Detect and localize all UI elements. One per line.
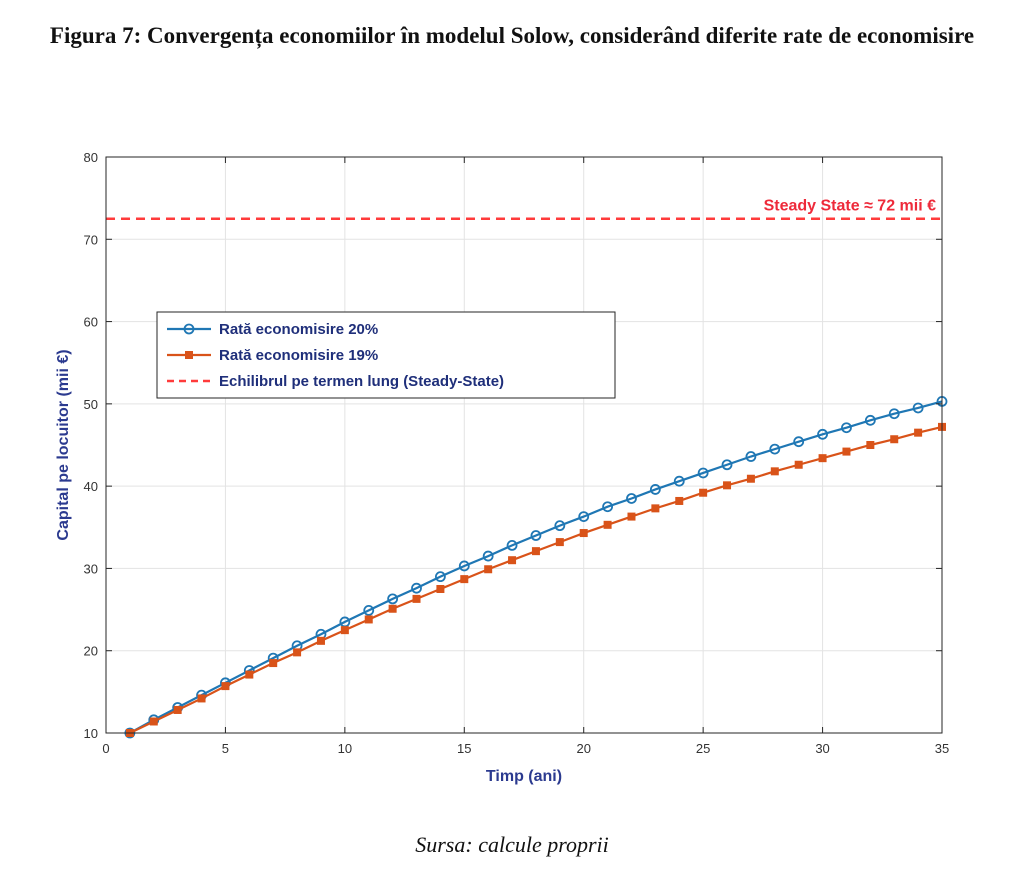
data-point-20pct (482, 550, 494, 562)
data-point-19pct (293, 648, 302, 657)
data-point-19pct (746, 474, 755, 483)
data-point-19pct (818, 454, 827, 463)
data-point-20pct (411, 582, 422, 594)
data-point-20pct (363, 604, 375, 616)
x-tick-label: 5 (222, 741, 229, 756)
data-point-19pct (508, 556, 517, 565)
x-tick-label: 25 (696, 741, 710, 756)
x-tick-label: 15 (457, 741, 471, 756)
data-point-19pct (699, 488, 708, 497)
y-tick-label: 20 (84, 644, 98, 659)
legend-marker-square (185, 351, 193, 359)
series-group (124, 395, 948, 739)
data-point-19pct (173, 705, 182, 714)
data-point-19pct (460, 575, 469, 584)
y-tick-label: 60 (84, 315, 98, 330)
x-tick-label: 0 (102, 741, 109, 756)
data-point-19pct (316, 636, 325, 645)
y-tick-label: 40 (84, 479, 98, 494)
data-point-20pct (434, 571, 446, 583)
data-point-20pct (745, 451, 757, 462)
y-tick-label: 70 (84, 232, 98, 247)
data-point-19pct (364, 615, 373, 624)
data-point-20pct (626, 493, 637, 504)
y-tick-label: 50 (84, 397, 98, 412)
data-point-19pct (531, 547, 540, 556)
data-point-19pct (412, 594, 421, 603)
plot-area (106, 157, 942, 733)
x-tick-label: 30 (815, 741, 829, 756)
data-point-19pct (675, 496, 684, 505)
legend-label: Rată economisire 19% (219, 347, 378, 364)
x-tick-label: 10 (338, 741, 352, 756)
data-point-19pct (866, 441, 875, 449)
data-point-19pct (245, 670, 254, 679)
y-axis-ticks: 10 20 30 40 50 60 70 80 (84, 150, 942, 741)
data-point-19pct (770, 467, 779, 476)
data-point-19pct (388, 604, 397, 613)
data-point-19pct (197, 694, 206, 703)
data-point-20pct (793, 436, 805, 448)
data-point-20pct (554, 520, 566, 532)
data-point-19pct (579, 529, 588, 538)
data-point-19pct (221, 682, 230, 691)
data-point-19pct (340, 626, 349, 635)
x-axis-label: Timp (ani) (486, 768, 562, 785)
data-point-20pct (888, 408, 900, 420)
legend-label: Echilibrul pe termen lung (Steady-State) (219, 373, 504, 390)
y-tick-label: 30 (84, 561, 98, 576)
legend-box (156, 311, 616, 399)
data-point-20pct (602, 501, 613, 513)
data-point-19pct (723, 481, 732, 490)
data-point-20pct (578, 511, 590, 522)
data-point-20pct (649, 484, 661, 495)
data-point-19pct (651, 504, 660, 513)
data-point-19pct (842, 447, 851, 456)
x-tick-label: 20 (576, 741, 590, 756)
steady-state-annotation: Steady State ≈ 72 mii € (764, 198, 937, 215)
data-point-20pct (673, 475, 685, 487)
data-point-20pct (841, 422, 852, 434)
data-point-20pct (721, 459, 733, 471)
y-tick-label: 10 (84, 726, 98, 741)
data-point-20pct (458, 560, 470, 572)
plot-frame (105, 156, 943, 734)
series-line-0 (129, 400, 943, 734)
legend-label: Rată economisire 20% (219, 321, 378, 338)
legend-marker-circle (183, 323, 195, 335)
data-point-20pct (817, 428, 828, 440)
data-point-19pct (436, 585, 445, 593)
y-axis-label: Capital pe locuitor (mii €) (55, 349, 72, 540)
data-point-19pct (627, 512, 636, 521)
legend: Rată economisire 20% Rată economisire 19%… (156, 311, 616, 399)
data-point-20pct (912, 402, 924, 414)
x-axis-ticks: 0 5 10 15 20 25 30 35 (102, 157, 949, 756)
data-point-20pct (530, 530, 542, 541)
data-point-20pct (864, 414, 876, 426)
data-point-19pct (555, 538, 564, 547)
data-point-20pct (506, 539, 518, 551)
figure-title: Figura 7: Convergența economiilor în mod… (49, 23, 975, 48)
data-point-19pct (269, 659, 278, 668)
data-point-20pct (697, 467, 709, 479)
data-point-20pct (769, 443, 781, 455)
x-tick-label: 35 (935, 741, 949, 756)
figure-source: Sursa: calcule proprii (415, 832, 609, 857)
data-point-20pct (387, 593, 399, 605)
data-point-19pct (149, 717, 158, 726)
data-point-19pct (914, 428, 923, 437)
data-point-19pct (603, 520, 612, 529)
y-tick-label: 80 (84, 150, 98, 165)
data-point-19pct (484, 565, 493, 574)
data-point-19pct (890, 435, 899, 444)
data-point-19pct (794, 460, 803, 469)
